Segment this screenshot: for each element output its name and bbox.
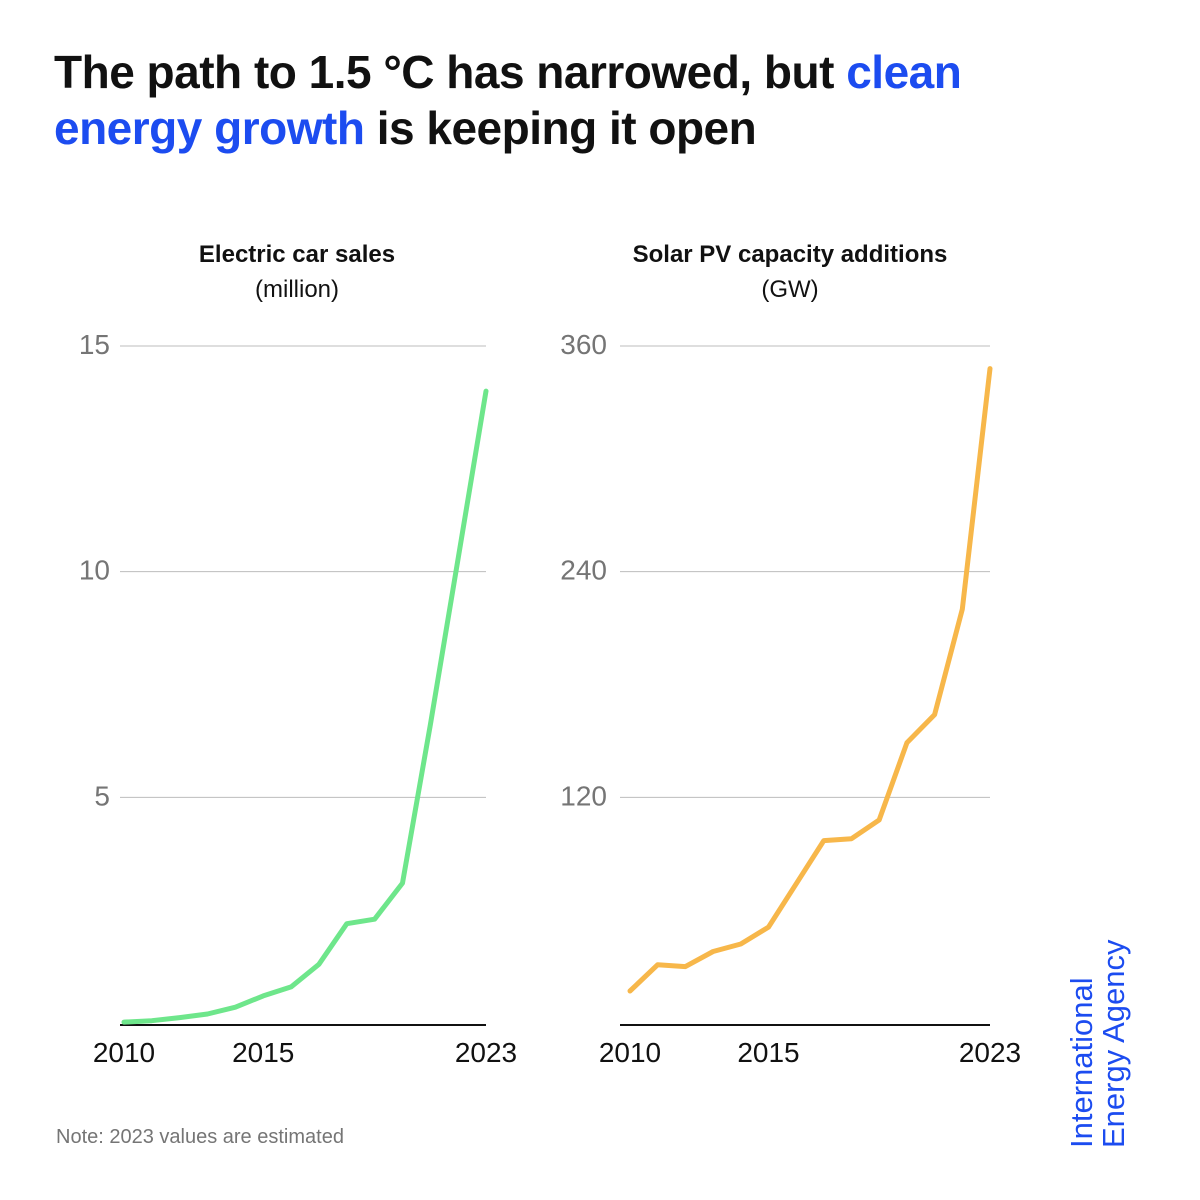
chart-1-subtitle: (million)	[255, 276, 339, 303]
logo-line-1: International	[1064, 977, 1099, 1148]
headline-accent: clean energy growth	[54, 46, 962, 154]
headline-part-1: The path to 1.5 °C has narrowed, but	[54, 46, 847, 98]
note-text: Note: 2023 values are estimated	[56, 1126, 344, 1148]
headline: The path to 1.5 °C has narrowed, but cle…	[54, 44, 1104, 156]
chart-2-series-line-1	[627, 366, 993, 994]
chart-1-ytick-label-3: 15	[79, 329, 110, 360]
chart-1-xtick-label-1: 2010	[93, 1037, 155, 1068]
chart-2-ytick-label-2: 240	[560, 555, 607, 586]
chart-1-series-line-1	[121, 388, 489, 1025]
iea-logo: International Energy Agency	[1064, 939, 1131, 1148]
chart-2-xtick-label-1: 2010	[599, 1037, 661, 1068]
chart-2: Solar PV capacity additions (GW) 120 240 360…	[560, 241, 1021, 1068]
chart-2-xtick-label-2: 2015	[737, 1037, 799, 1068]
chart-2-subtitle: (GW)	[761, 276, 818, 303]
chart-1-title: Electric car sales	[199, 241, 395, 268]
chart-2-xtick-label-3: 2023	[959, 1037, 1021, 1068]
chart-1-xtick-label-2: 2015	[232, 1037, 294, 1068]
chart-1-xtick-label-3: 2023	[455, 1037, 517, 1068]
chart-1: Electric car sales (million) 5 10 15 2010 2015…	[79, 241, 517, 1068]
chart-1-ytick-label-1: 5	[94, 780, 110, 811]
chart-2-ytick-label-3: 360	[560, 329, 607, 360]
logo-line-2: Energy Agency	[1096, 939, 1131, 1148]
headline-part-2: is keeping it open	[364, 102, 757, 154]
chart-2-ytick-label-1: 120	[560, 780, 607, 811]
chart-2-title: Solar PV capacity additions	[633, 241, 948, 268]
chart-1-ytick-label-2: 10	[79, 555, 110, 586]
